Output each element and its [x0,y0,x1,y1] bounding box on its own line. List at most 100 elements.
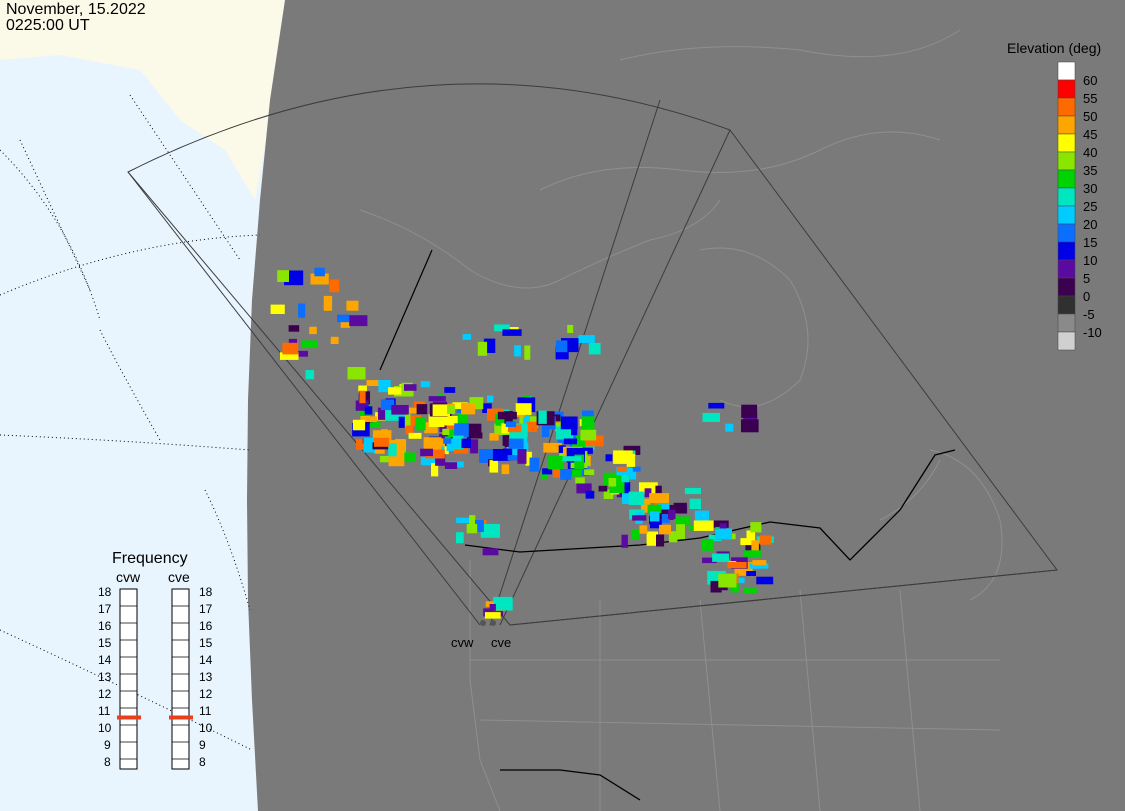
echo-cell [432,404,450,417]
echo-cell [554,414,561,426]
echo-cell [598,485,608,492]
legend-label: 15 [1083,235,1098,250]
echo-cell [689,498,701,509]
echo-cell [524,345,531,360]
echo-cell [437,438,446,447]
echo-cell [489,460,499,473]
legend-label: -10 [1083,325,1102,340]
echo-cell [364,406,373,415]
site-label: cve [491,635,512,650]
echo-cell [301,340,318,349]
frequency-scale-label: 9 [104,738,111,752]
echo-cell [541,423,550,438]
echo-cell [715,528,732,540]
echo-cell [456,532,464,544]
echo-cell [515,403,532,415]
echo-cell [359,390,366,404]
echo-cell [701,539,714,551]
echo-cell [752,560,767,566]
echo-cell [639,482,658,495]
echo-cell [655,485,662,495]
echo-cell [314,267,325,277]
echo-cell [750,522,762,533]
site-label: cvw [451,635,474,650]
echo-cell [356,439,369,450]
legend-swatch [1057,151,1076,171]
echo-cell [661,514,670,523]
frequency-marker [117,715,141,720]
echo-cell [644,488,652,497]
echo-cell [623,481,631,494]
echo-cell [548,456,564,470]
legend-label: 0 [1083,289,1091,304]
echo-cell [420,448,433,457]
echo-cell [298,303,306,318]
echo-cell [424,422,438,434]
legend-swatch [1057,331,1076,351]
echo-cell [494,324,510,332]
frequency-marker [169,715,193,720]
echo-cell [605,454,613,462]
echo-cell [571,469,582,477]
echo-cell [507,455,519,461]
echo-cell [352,419,366,431]
echo-cell [431,463,439,477]
echo-cell [360,416,377,422]
legend-label: 25 [1083,199,1098,214]
echo-cell [441,423,462,435]
echo-cell [740,538,753,546]
echo-cell [310,273,329,285]
echo-cell [503,448,521,461]
legend-label: 5 [1083,271,1091,286]
frequency-scale-label: 18 [199,585,213,599]
echo-cell [309,326,317,335]
echo-cell [466,523,478,534]
echo-cell [684,487,701,495]
echo-cell [347,367,366,380]
echo-cell [649,511,660,522]
echo-cell [446,438,461,449]
echo-cell [657,503,670,510]
legend-label: 45 [1083,127,1098,142]
echo-cell [608,478,617,487]
legend-label: -5 [1083,307,1095,322]
frequency-scale-label: 12 [199,687,213,701]
echo-cell [492,449,510,461]
frequency-scale-label: 16 [199,619,213,633]
echo-cell [542,468,553,475]
frequency-scale-label: 15 [199,636,213,650]
echo-cell [567,324,574,333]
echo-cell [489,604,496,611]
echo-cell [457,412,469,427]
echo-cell [454,423,470,437]
echo-cell [632,515,647,521]
echo-cell [603,489,614,499]
frequency-gauge [119,588,138,770]
elevation-color-bar [1057,61,1076,351]
echo-cell [562,456,582,462]
echo-cell [525,451,532,466]
echo-cell [394,386,414,397]
echo-cell [631,528,640,540]
echo-cell [552,466,561,478]
legend-label: 55 [1083,91,1098,106]
echo-cell [538,410,547,424]
echo-cell [374,437,389,447]
echo-cell [447,405,456,414]
frequency-scale-label: 15 [98,636,112,650]
legend-swatch [1057,313,1076,333]
frequency-title: Frequency [112,550,188,567]
echo-cell [676,524,685,539]
radar-echoes [270,267,774,619]
echo-cell [388,443,397,457]
echo-cell [340,316,350,328]
echo-cell [656,534,665,547]
echo-cell [435,453,446,466]
echo-cell [378,380,391,393]
echo-cell [330,336,339,344]
echo-cell [622,491,630,504]
echo-cell [741,419,759,433]
echo-cell [456,517,474,524]
echo-cell [423,437,442,452]
time-stamp: 0225:00 UT [6,17,90,34]
